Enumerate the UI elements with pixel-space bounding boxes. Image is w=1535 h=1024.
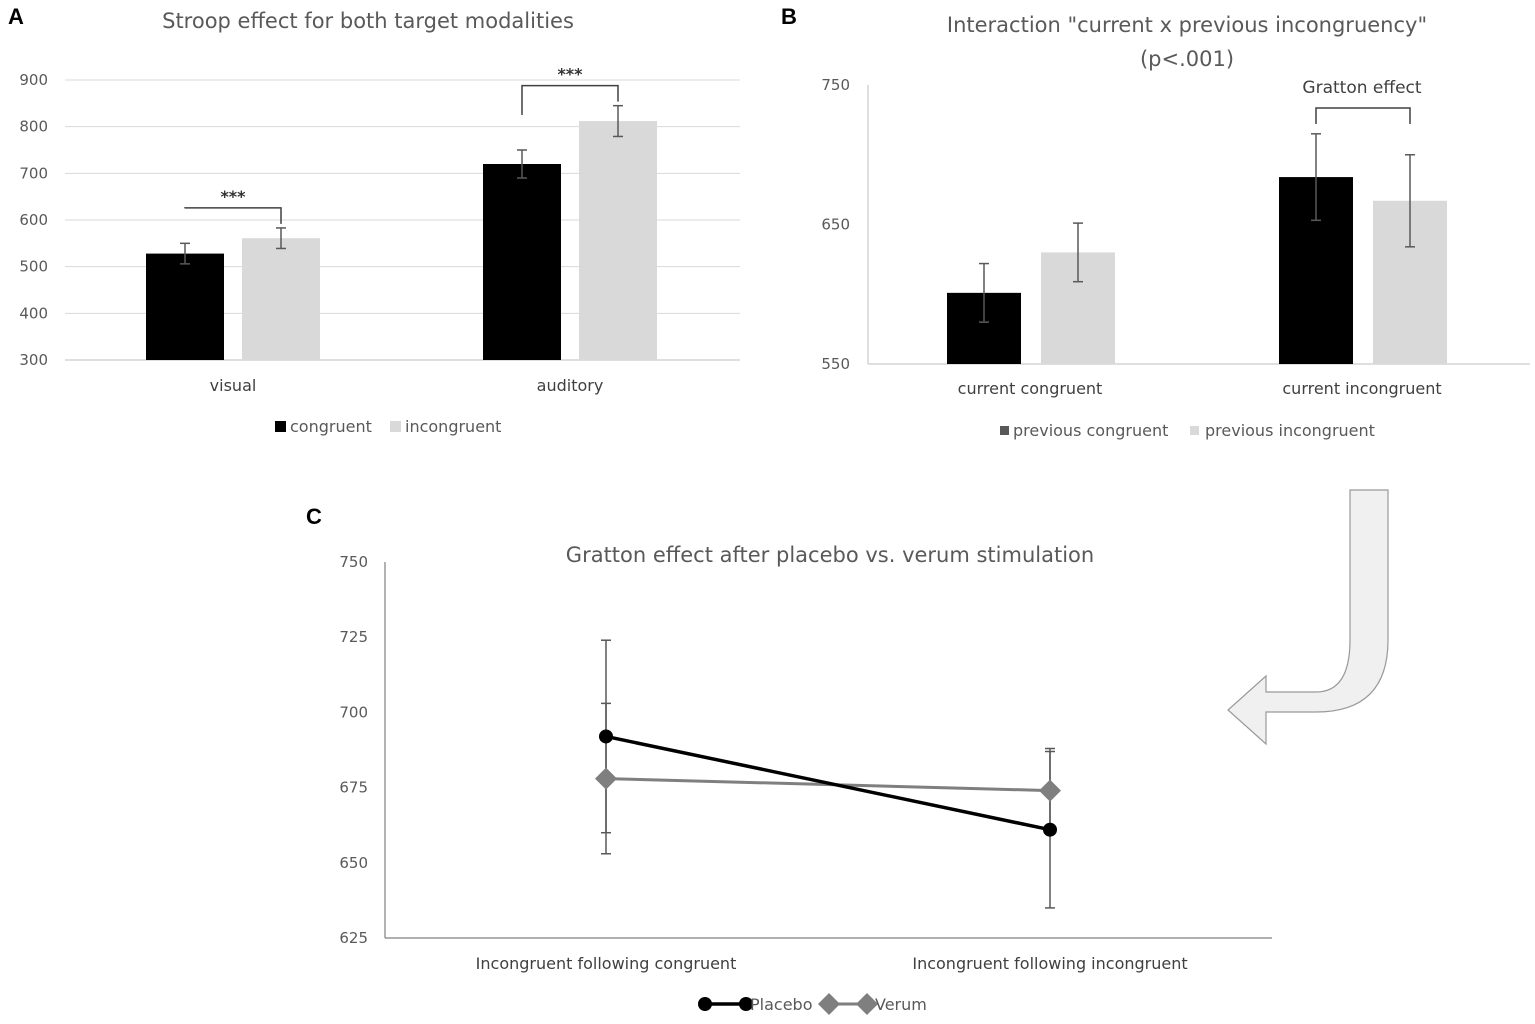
chart-c-ytick: 750	[339, 553, 368, 571]
chart-c-point-placebo	[1043, 822, 1057, 837]
chart-a-legend-incongruent: incongruent	[405, 417, 501, 436]
chart-c-legend-marker-verum	[856, 993, 878, 1015]
chart-a-xtick: visual	[210, 376, 257, 395]
chart-c-line-placebo	[605, 734, 1051, 832]
chart-b-legend-previous-incongruent: previous incongruent	[1205, 421, 1375, 440]
chart-a-ytick: 400	[19, 304, 48, 322]
chart-a-ytick: 700	[19, 164, 48, 182]
chart-c-legend-marker-verum	[818, 993, 840, 1015]
chart-b-ytick: 750	[821, 76, 850, 94]
chart-a-title: Stroop effect for both target modalities	[162, 9, 574, 33]
chart-a-significance-bracket	[184, 207, 282, 224]
chart-b-title: Interaction "current x previous incongru…	[947, 13, 1427, 37]
chart-a-bar-incongruent	[242, 238, 320, 360]
chart-b-xtick: current incongruent	[1282, 379, 1441, 398]
chart-a-significance: ***	[220, 187, 246, 206]
chart-b-annotation: Gratton effect	[1302, 78, 1421, 98]
chart-a-ytick: 300	[19, 351, 48, 369]
chart-a-significance: ***	[557, 65, 583, 84]
chart-a-legend-swatch-congruent	[275, 421, 286, 432]
chart-a-legend-swatch-incongruent	[390, 421, 401, 432]
chart-c-ytick: 700	[339, 703, 368, 721]
chart-c-ytick: 725	[339, 628, 368, 646]
chart-c-point-verum	[1039, 779, 1061, 802]
panel-letter-a: A	[8, 4, 24, 29]
chart-c-title: Gratton effect after placebo vs. verum s…	[566, 543, 1094, 567]
chart-c-legend-marker-placebo	[739, 997, 753, 1011]
chart-a-bar-incongruent	[579, 121, 657, 360]
chart-a-bar-congruent	[146, 253, 224, 360]
chart-c-xtick: Incongruent following incongruent	[912, 954, 1187, 973]
chart-c-legend-marker-placebo	[698, 997, 712, 1011]
chart-a-ytick: 800	[19, 118, 48, 136]
chart-b-xtick: current congruent	[958, 379, 1103, 398]
curved-arrow-icon	[1227, 489, 1389, 746]
chart-a-stroop: Stroop effect for both target modalities…	[19, 9, 740, 436]
chart-c-legend-verum: Verum	[875, 995, 927, 1014]
chart-c-point-placebo	[599, 729, 613, 744]
chart-b-interaction: Interaction "current x previous incongru…	[821, 13, 1530, 440]
chart-c-ytick: 625	[339, 929, 368, 947]
chart-b-legend-previous-congruent: previous congruent	[1013, 421, 1168, 440]
chart-a-bar-congruent	[483, 164, 561, 360]
chart-b-annotation-bracket	[1315, 107, 1411, 124]
chart-b-legend-swatch-previous-congruent	[1000, 426, 1009, 435]
chart-a-ytick: 600	[19, 211, 48, 229]
chart-b-ytick: 550	[821, 355, 850, 373]
chart-b-subtitle: (p<.001)	[1140, 47, 1234, 71]
chart-b-ytick: 650	[821, 216, 850, 234]
chart-a-ytick: 500	[19, 258, 48, 276]
chart-c-xtick: Incongruent following congruent	[476, 954, 737, 973]
chart-a-legend-congruent: congruent	[290, 417, 372, 436]
chart-a-significance-bracket	[521, 84, 619, 115]
chart-a-ytick: 900	[19, 71, 48, 89]
panel-letter-c: C	[306, 504, 322, 529]
panel-letter-b: B	[781, 4, 797, 29]
chart-c-legend-placebo: Placebo	[750, 995, 812, 1014]
chart-c-ytick: 675	[339, 779, 368, 797]
chart-c-ytick: 650	[339, 854, 368, 872]
chart-a-xtick: auditory	[537, 376, 604, 395]
chart-b-legend-swatch-previous-incongruent	[1190, 426, 1199, 435]
chart-c-point-verum	[595, 767, 617, 790]
chart-c-gratton: Gratton effect after placebo vs. verum s…	[339, 543, 1272, 1015]
